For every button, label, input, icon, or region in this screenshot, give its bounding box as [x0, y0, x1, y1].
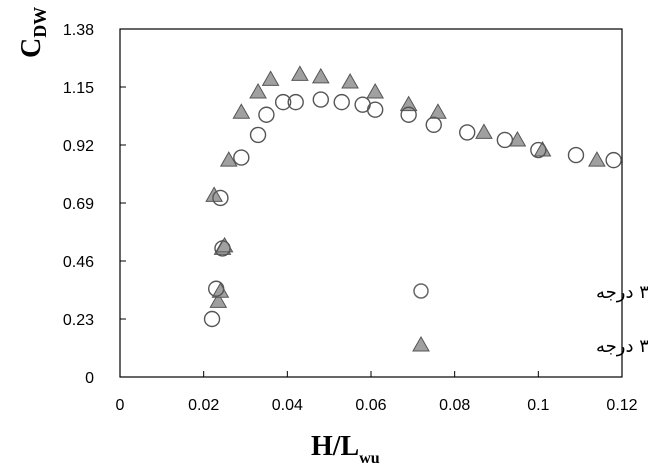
plot-frame — [120, 29, 622, 377]
circle-point — [606, 153, 621, 168]
x-axis-title-main: H/L — [311, 431, 359, 462]
triangle-point — [401, 97, 417, 111]
x-tick-label: 0.04 — [272, 397, 303, 414]
triangle-point — [367, 84, 383, 98]
y-tick-label: 1.38 — [63, 22, 94, 39]
triangle-point — [476, 124, 492, 138]
circle-point — [205, 312, 220, 327]
y-tick-label: 1.15 — [63, 80, 94, 97]
y-axis-title-sub: DW — [30, 7, 50, 38]
triangle-point — [313, 69, 329, 83]
triangle-point — [342, 74, 358, 88]
y-tick-label: 0 — [85, 370, 94, 387]
y-tick-label: 0.46 — [63, 254, 94, 271]
y-axis-title: CDW — [16, 7, 50, 58]
legend-circle-marker — [414, 284, 428, 298]
circle-point — [568, 148, 583, 163]
legend-label-positive: مثبت ۳ درجه — [596, 282, 648, 303]
y-tick-label: 0.92 — [63, 138, 94, 155]
legend-label-negative: منفی ۳ درجه — [596, 336, 648, 357]
x-axis-title: H/Lwu — [311, 431, 380, 467]
x-tick-label: 0.02 — [188, 397, 219, 414]
x-tick-label: 0.08 — [439, 397, 470, 414]
x-tick-label: 0.12 — [606, 397, 637, 414]
circle-point — [251, 127, 266, 142]
y-tick-label: 0.23 — [63, 312, 94, 329]
circle-point — [234, 150, 249, 165]
circle-point — [426, 117, 441, 132]
y-axis-title-main: C — [16, 38, 47, 58]
circle-point — [460, 125, 475, 140]
triangle-point — [292, 66, 308, 80]
legend-triangle-marker — [413, 337, 429, 351]
circle-point — [313, 92, 328, 107]
circle-point — [334, 95, 349, 110]
y-tick-label: 0.69 — [63, 196, 94, 213]
x-tick-label: 0.1 — [527, 397, 549, 414]
x-tick-label: 0.06 — [355, 397, 386, 414]
x-axis-title-sub: wu — [359, 450, 380, 467]
triangle-point — [233, 104, 249, 118]
triangle-point — [430, 104, 446, 118]
triangle-point — [589, 152, 605, 166]
triangle-point — [263, 71, 279, 85]
x-tick-label: 0 — [116, 397, 125, 414]
circle-point — [259, 107, 274, 122]
circle-point — [497, 132, 512, 147]
triangle-point — [250, 84, 266, 98]
data-marks — [205, 66, 622, 326]
y-axis: 0 0.23 0.46 0.69 0.92 1.15 1.38 — [63, 22, 126, 387]
legend: مثبت ۳ درجه منفی ۳ درجه — [413, 282, 648, 357]
circle-point — [368, 102, 383, 117]
